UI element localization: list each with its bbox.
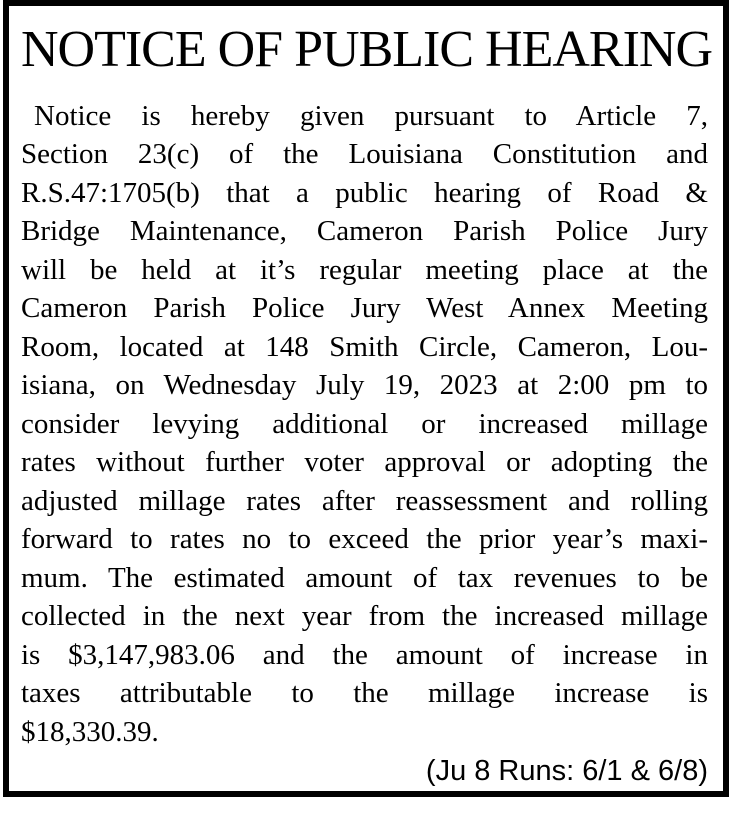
body-line: will be held at it’s regular meeting pla… — [21, 253, 708, 286]
body-line: collected in the next year from the incr… — [21, 600, 708, 633]
run-dates-note: (Ju 8 Runs: 6/1 & 6/8) — [425, 755, 708, 788]
body-line-last: $18,330.39. — [21, 715, 159, 748]
notice-body: Notice is hereby given pursuant to Artic… — [21, 97, 708, 752]
body-line: consider levying additional or increased… — [21, 407, 708, 440]
body-line: adjusted millage rates after reassessmen… — [21, 484, 708, 517]
body-line: isiana, on Wednesday July 19, 2023 at 2:… — [21, 369, 708, 402]
notice-title: NOTICE OF PUBLIC HEARING — [21, 21, 713, 78]
body-line: R.S.47:1705(b) that a public hearing of … — [21, 176, 708, 209]
body-line: Notice is hereby given pursuant to Artic… — [34, 99, 708, 132]
body-line: is $3,147,983.06 and the amount of incre… — [21, 638, 708, 671]
body-line: rates without further voter approval or … — [21, 446, 708, 479]
body-line: mum. The estimated amount of tax revenue… — [21, 561, 708, 594]
body-line: taxes attributable to the millage increa… — [21, 677, 708, 710]
body-line: Bridge Maintenance, Cameron Parish Polic… — [21, 215, 708, 248]
body-line: Section 23(c) of the Louisiana Constitut… — [21, 138, 708, 171]
body-line: forward to rates no to exceed the prior … — [21, 523, 708, 556]
notice-border-box: NOTICE OF PUBLIC HEARING Notice is hereb… — [3, 0, 729, 797]
body-line: Cameron Parish Police Jury West Annex Me… — [21, 292, 708, 325]
body-line: Room, located at 148 Smith Circle, Camer… — [21, 330, 708, 363]
